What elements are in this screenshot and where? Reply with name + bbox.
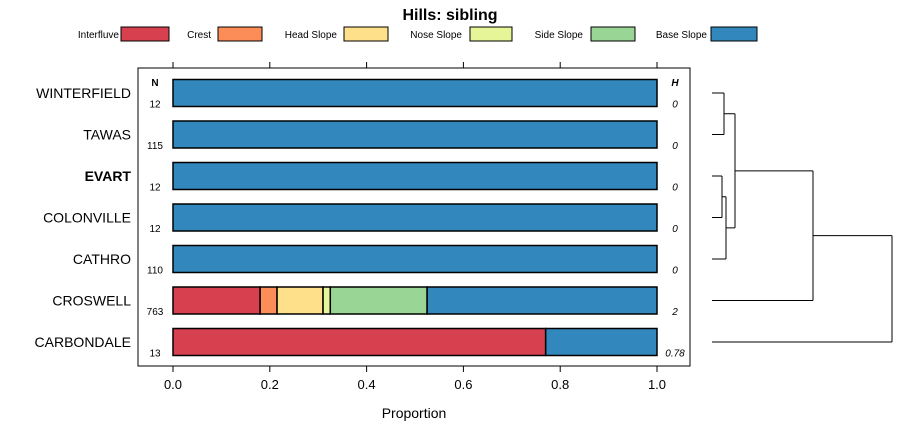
legend-label-base-slope: Base Slope — [656, 30, 708, 41]
legend-label-crest: Crest — [187, 30, 211, 41]
bar-segment-nose-slope — [322, 286, 332, 315]
row-n-value: 115 — [147, 141, 163, 152]
row-n-value: 763 — [147, 307, 164, 318]
bar-segment-base-slope — [172, 120, 658, 149]
x-tick-label: 0.4 — [358, 377, 376, 392]
row-h-value: 0 — [672, 100, 678, 111]
row-n-value: 12 — [149, 183, 161, 194]
plot-area: 0.0 0.2 0.4 0.6 0.8 1.0 Proportion N H WINTERFIEL… — [35, 62, 691, 421]
row-h-value: 0 — [672, 141, 678, 152]
legend-swatch-nose-slope — [469, 26, 513, 42]
n-column-header: N — [151, 78, 158, 89]
row-label-tawas: TAWAS — [83, 127, 131, 143]
bar-segment-crest — [259, 286, 278, 315]
x-tick-label: 0.8 — [551, 377, 569, 392]
legend-swatch-crest — [217, 26, 263, 42]
x-tick-label: 1.0 — [648, 377, 666, 392]
bar-segment-base-slope — [172, 244, 658, 274]
row-h-value: 0 — [672, 224, 678, 235]
row-label-carbondale: CARBONDALE — [35, 334, 131, 350]
row-h-value: 0 — [672, 183, 678, 194]
x-tick-label: 0.2 — [261, 377, 279, 392]
bar-segment-base-slope — [172, 161, 658, 191]
legend-swatch-head-slope — [343, 26, 389, 42]
row-n-value: 12 — [149, 100, 161, 111]
row-label-cathro: CATHRO — [73, 251, 131, 267]
row-h-value: 2 — [671, 307, 678, 318]
plot-frame — [137, 67, 691, 367]
legend-label-head-slope: Head Slope — [285, 30, 338, 41]
dendrogram — [712, 92, 893, 343]
legend: Interfluve Crest Head Slope Nose Slope Side … — [78, 26, 758, 42]
bar-segment-head-slope — [276, 286, 324, 315]
bar-segment-base-slope — [172, 78, 658, 108]
row-label-croswell: CROSWELL — [52, 293, 131, 309]
row-n-value: 110 — [147, 266, 163, 277]
legend-label-interfluve: Interfluve — [78, 30, 120, 41]
row-n-value: 12 — [149, 224, 161, 235]
bar-segment-base-slope — [426, 286, 658, 315]
bar-segment-side-slope — [329, 286, 428, 315]
bar-segment-interfluve — [172, 286, 261, 315]
legend-label-nose-slope: Nose Slope — [410, 30, 462, 41]
legend-swatch-interfluve — [120, 26, 170, 42]
row-h-value: 0.78 — [665, 349, 685, 360]
bar-segment-base-slope — [544, 327, 658, 357]
row-n-value: 13 — [149, 349, 161, 360]
row-label-evart: EVART — [85, 168, 132, 184]
x-tick-label: 0.6 — [454, 377, 472, 392]
row-label-colonville: COLONVILLE — [43, 210, 131, 226]
row-h-value: 0 — [672, 266, 678, 277]
h-column-header: H — [671, 78, 679, 89]
chart-title: Hills: sibling — [402, 7, 497, 24]
x-tick-label: 0.0 — [164, 377, 182, 392]
legend-label-side-slope: Side Slope — [535, 30, 584, 41]
legend-swatch-base-slope — [710, 26, 758, 42]
legend-swatch-side-slope — [590, 26, 636, 42]
bar-segment-interfluve — [172, 327, 547, 357]
bar-segment-base-slope — [172, 203, 658, 232]
x-axis-title: Proportion — [382, 405, 447, 421]
row-label-winterfield: WINTERFIELD — [36, 85, 131, 101]
